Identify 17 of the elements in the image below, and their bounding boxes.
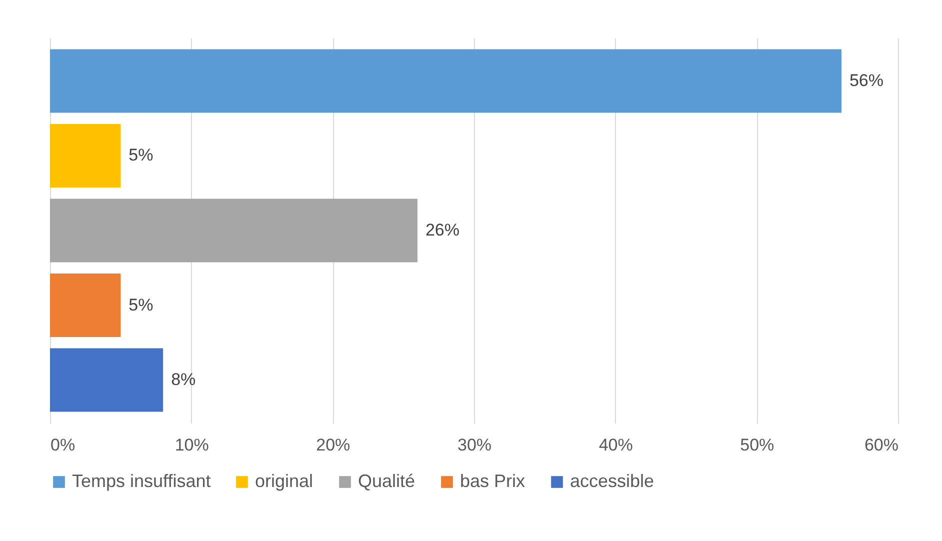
x-tick-label: 0% [50, 436, 76, 454]
data-label: 8% [171, 370, 196, 390]
data-label: 56% [849, 70, 884, 90]
x-tick-label: 40% [598, 436, 633, 454]
x-tick-label: 30% [457, 436, 492, 454]
x-tick-label: 10% [174, 436, 209, 454]
legend-label: accessible [570, 471, 654, 491]
data-label: 26% [425, 220, 460, 240]
x-tick-label: 20% [316, 436, 350, 454]
x-tick-label: 60% [864, 436, 898, 454]
legend-label: original [255, 471, 314, 491]
legend-label: bas Prix [460, 471, 526, 491]
data-label: 5% [128, 146, 154, 165]
data-label: 5% [128, 295, 154, 314]
x-tick-label: 50% [740, 436, 774, 454]
legend-label: Qualité [358, 471, 416, 491]
legend-label: Temps insuffisant [72, 471, 211, 491]
